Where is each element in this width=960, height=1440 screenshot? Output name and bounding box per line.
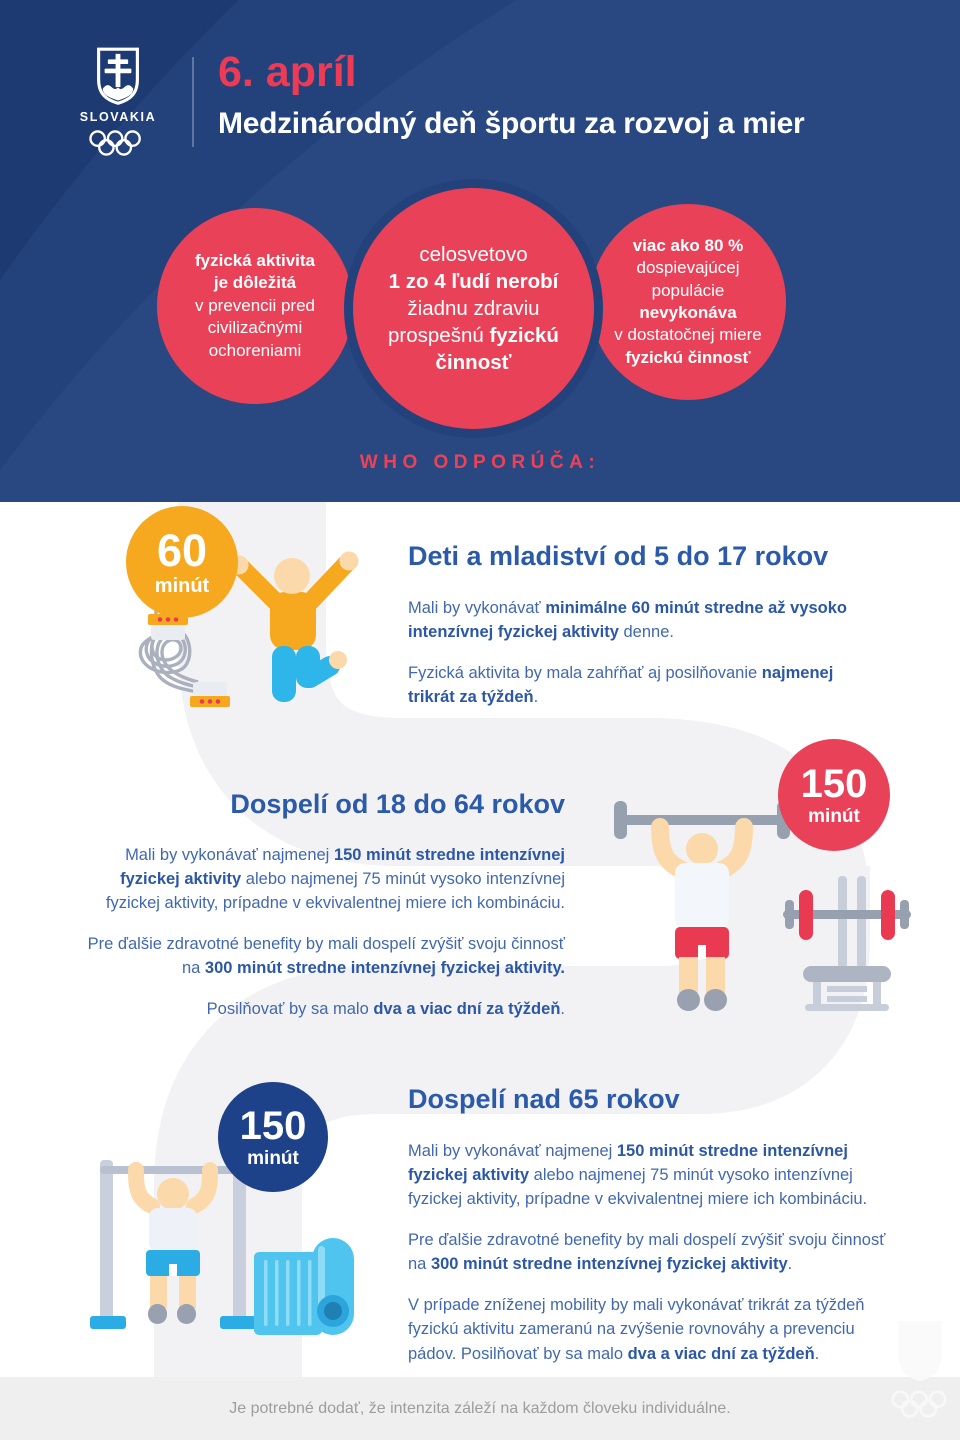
yoga-mat-icon — [254, 1238, 354, 1335]
stat-bubble-importance: fyzická aktivita je dôležitá v prevencii p… — [157, 208, 353, 404]
who-recommends-heading: WHO ODPORÚČA: — [359, 452, 601, 473]
duration-badge-seniors: 150 minút — [218, 1082, 328, 1192]
watermark-rings-icon — [891, 1390, 947, 1418]
section-paragraph: Pre ďalšie zdravotné benefity by mali do… — [408, 1231, 886, 1274]
section-paragraph: Fyzická aktivita by mala zahŕňať aj posi… — [408, 664, 834, 707]
header: SLOVAKIA 6. apríl Medzinárodný deň šport… — [0, 0, 960, 502]
rope-handle-bottom — [190, 682, 230, 707]
olympic-rings-icon — [89, 130, 141, 156]
section-heading-children: Deti a mladiství od 5 do 17 rokov — [408, 541, 829, 571]
section-heading-seniors: Dospelí nad 65 rokov — [408, 1084, 680, 1114]
stat-bubble-eighty-percent: viac ako 80 % dospievajúcej populácie nevy… — [590, 204, 786, 400]
section-heading-adults: Dospelí od 18 do 64 rokov — [230, 789, 565, 819]
duration-badge-children: 60 minút — [126, 506, 238, 618]
section-paragraph: V prípade zníženej mobility by mali vyko… — [408, 1296, 865, 1363]
weightlifter-icon — [614, 801, 790, 1011]
section-paragraph: Mali by vykonávať najmenej 150 minút str… — [408, 1142, 868, 1209]
header-divider — [192, 57, 194, 147]
section-text-children: Mali by vykonávať minimálne 60 minút str… — [408, 596, 863, 726]
badge-value: 60 — [156, 525, 208, 576]
olympic-committee-logo: SLOVAKIA — [70, 46, 166, 157]
section-text-adults: Mali by vykonávať najmenej 150 minút str… — [85, 843, 565, 1038]
stat-bubble-text: viac ako 80 % dospievajúcej populácie nevy… — [614, 235, 762, 367]
badge-value: 150 — [239, 1104, 307, 1148]
watermark-shield-icon — [898, 1321, 942, 1382]
section-paragraph: Mali by vykonávať minimálne 60 minút str… — [408, 599, 848, 642]
section-paragraph: Mali by vykonávať najmenej 150 minút str… — [105, 846, 565, 913]
badge-unit: minút — [247, 1148, 299, 1169]
footer: Je potrebné dodať, že intenzita záleží n… — [0, 1377, 960, 1440]
weight-bench-icon — [783, 876, 911, 1011]
section-paragraph: Pre ďalšie zdravotné benefity by mali do… — [87, 935, 565, 978]
stat-bubble-one-in-four: celosvetovo 1 zo 4 ľudí nerobí žiadnu zdra… — [353, 188, 594, 429]
duration-badge-adults: 150 minút — [778, 739, 890, 851]
badge-value: 150 — [800, 762, 868, 806]
stat-bubble-text: fyzická aktivita je dôležitá v prevencii p… — [194, 250, 315, 360]
footer-note: Je potrebné dodať, že intenzita záleží n… — [229, 1399, 731, 1417]
event-title: Medzinárodný deň športu za rozvoj a mier — [218, 107, 805, 140]
logo-country-label: SLOVAKIA — [79, 110, 157, 124]
slovak-shield-icon — [97, 47, 139, 105]
pull-up-bar-icon — [90, 1160, 256, 1329]
badge-unit: minút — [808, 806, 860, 827]
jump-rope-icon — [138, 590, 230, 707]
event-date: 6. apríl — [218, 48, 357, 96]
section-paragraph: Posilňovať by sa malo dva a viac dní za … — [206, 1000, 565, 1019]
section-text-seniors: Mali by vykonávať najmenej 150 minút str… — [408, 1139, 890, 1383]
jumping-kid-icon — [229, 551, 359, 702]
stat-bubble-text: celosvetovo 1 zo 4 ľudí nerobí žiadnu zdra… — [388, 242, 559, 375]
badge-unit: minút — [154, 575, 210, 597]
